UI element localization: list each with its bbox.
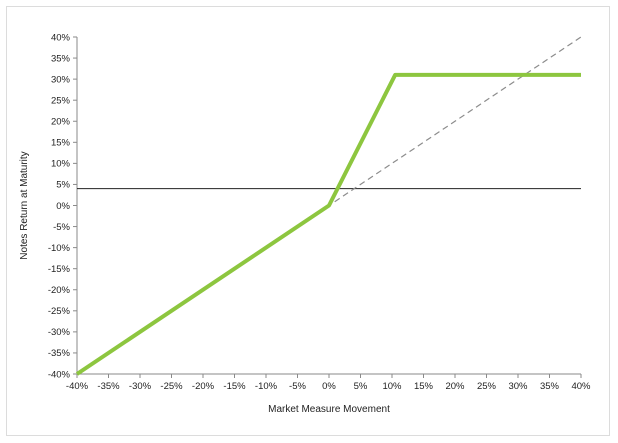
y-tick-label: 30%: [51, 74, 71, 85]
y-tick-label: -10%: [48, 243, 71, 254]
x-tick-label: -35%: [97, 381, 120, 392]
x-tick-label: 0%: [322, 381, 336, 392]
y-tick-label: 5%: [56, 180, 70, 191]
y-tick-label: -35%: [48, 348, 71, 359]
series-lines: [75, 36, 582, 376]
y-tick-label: -15%: [48, 264, 71, 275]
y-tick-label: -25%: [48, 306, 71, 317]
x-tick-label: -25%: [160, 381, 183, 392]
x-tick-label: 25%: [477, 381, 497, 392]
y-tick-label: 20%: [51, 117, 71, 128]
y-tick-label: 25%: [51, 95, 71, 106]
y-tick-label: -20%: [48, 285, 71, 296]
x-tick-label: -30%: [129, 381, 152, 392]
y-axis-title: Notes Return at Maturity: [19, 151, 30, 259]
x-tick-label: -15%: [223, 381, 246, 392]
notes-payoff-line: [75, 72, 581, 376]
payoff-chart: -40% -35% -30% -25% -20% -15% -10% -5% 0% 5% 10% 15…: [19, 32, 591, 415]
y-tick-label: -30%: [48, 327, 71, 338]
x-tick-label: 20%: [445, 381, 465, 392]
x-tick-label: -20%: [192, 381, 215, 392]
x-tick-label: 30%: [508, 381, 528, 392]
chart-frame: -40% -35% -30% -25% -20% -15% -10% -5% 0% 5% 10% 15…: [6, 6, 610, 436]
y-tick-label: 10%: [51, 159, 71, 170]
x-tick-label: 15%: [414, 381, 434, 392]
x-tick-label: -40%: [66, 381, 89, 392]
x-tick-label: 40%: [571, 381, 591, 392]
x-tick-label: -10%: [255, 381, 278, 392]
y-tick-label: 40%: [51, 32, 71, 43]
x-axis-title: Market Measure Movement: [268, 404, 390, 415]
y-tick-label: -40%: [48, 369, 71, 380]
y-tick-label: 15%: [51, 138, 71, 149]
y-tick-labels: -40% -35% -30% -25% -20% -15% -10% -5% 0% 5% 10% 15…: [48, 32, 71, 380]
axes: [73, 36, 582, 378]
x-tick-label: 5%: [354, 381, 368, 392]
y-tick-label: 0%: [56, 201, 70, 212]
x-tick-label: -5%: [289, 381, 306, 392]
y-tick-label: -5%: [53, 222, 70, 233]
x-tick-label: 35%: [540, 381, 560, 392]
x-tick-label: 10%: [382, 381, 402, 392]
x-tick-labels: -40% -35% -30% -25% -20% -15% -10% -5% 0% 5% 10% 15…: [66, 381, 591, 392]
y-tick-label: 35%: [51, 53, 71, 64]
